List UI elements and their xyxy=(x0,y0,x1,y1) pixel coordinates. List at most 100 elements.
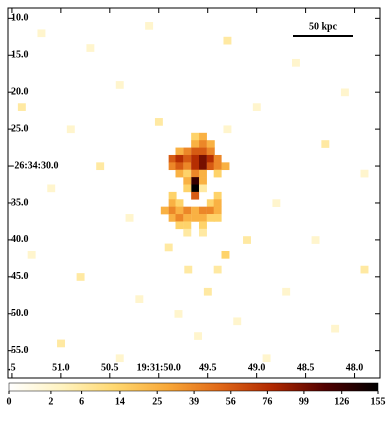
pixel xyxy=(233,317,242,326)
pixel xyxy=(175,147,184,156)
pixel xyxy=(360,169,369,178)
x-tick-label: 50.5 xyxy=(101,362,119,373)
pixel xyxy=(191,162,200,171)
pixel xyxy=(191,154,200,163)
pixel xyxy=(291,58,300,67)
pixel xyxy=(194,332,203,340)
pixel xyxy=(168,154,177,163)
scale-bar-label: 50 kpc xyxy=(309,21,338,32)
pixel xyxy=(175,199,184,207)
pixel xyxy=(191,147,200,156)
x-tick-label: 49.0 xyxy=(248,362,266,373)
pixel xyxy=(175,214,184,222)
pixel xyxy=(321,140,330,148)
pixel xyxy=(221,162,230,171)
pixel xyxy=(191,214,200,222)
pixel xyxy=(175,206,184,215)
pixel xyxy=(213,199,222,207)
pixel xyxy=(96,162,105,171)
pixel xyxy=(213,191,222,200)
pixel xyxy=(198,228,207,237)
pixel xyxy=(175,154,184,163)
colorbar-tick-label: 56 xyxy=(226,396,236,407)
colorbar-tick-label: 99 xyxy=(299,396,309,407)
x-tick-label: .5 xyxy=(8,362,16,373)
pixel xyxy=(175,162,184,171)
y-tick-label: 25.0 xyxy=(11,123,29,134)
pixel xyxy=(252,103,261,111)
pixel xyxy=(37,29,46,38)
pixel xyxy=(183,169,192,178)
colorbar-tick-label: 14 xyxy=(115,396,125,407)
pixel xyxy=(213,214,222,222)
pixel xyxy=(206,162,215,171)
pixel xyxy=(191,140,200,148)
pixel xyxy=(125,214,134,222)
pixel xyxy=(47,184,56,193)
pixel xyxy=(206,206,215,215)
pixel xyxy=(191,191,200,200)
pixel xyxy=(168,191,177,200)
pixel xyxy=(191,206,200,215)
pixel xyxy=(311,236,320,244)
pixel xyxy=(183,154,192,163)
colorbar-tick-label: 39 xyxy=(189,396,199,407)
pixel xyxy=(17,103,26,111)
pixel xyxy=(331,324,340,333)
pixel xyxy=(183,221,192,230)
pixel xyxy=(175,169,184,178)
pixel xyxy=(206,214,215,222)
pixel xyxy=(66,125,75,134)
pixel xyxy=(198,206,207,215)
pixel xyxy=(206,140,215,148)
colorbar-tick-label: 0 xyxy=(7,396,12,407)
pixel xyxy=(206,199,215,207)
pixel xyxy=(145,22,154,30)
pixel xyxy=(223,125,232,134)
y-tick-label: 35.0 xyxy=(11,197,29,208)
y-tick-label: 20.0 xyxy=(11,86,29,97)
colorbar-tick-label: 2 xyxy=(48,396,53,407)
pixel xyxy=(154,118,163,126)
pixel xyxy=(135,295,144,303)
y-tick-label: 55.0 xyxy=(11,345,29,356)
pixel xyxy=(164,243,173,252)
pixel xyxy=(183,184,192,193)
pixel xyxy=(191,177,200,185)
x-tick-label: 49.5 xyxy=(199,362,217,373)
pixel xyxy=(183,162,192,171)
pixel xyxy=(206,154,215,163)
pixel xyxy=(115,354,124,363)
pixel xyxy=(183,206,192,215)
pixel xyxy=(198,221,207,230)
pixel xyxy=(203,287,212,296)
y-tick-label: 50.0 xyxy=(11,308,29,319)
pixel xyxy=(360,265,369,274)
pixel xyxy=(198,132,207,141)
pixel xyxy=(57,339,65,348)
y-tick-label: 15.0 xyxy=(11,50,29,61)
pixel xyxy=(175,221,184,230)
x-tick-label: 51.0 xyxy=(52,362,70,373)
pixel xyxy=(340,88,349,97)
pixel xyxy=(221,250,230,259)
pixel xyxy=(191,169,200,178)
pixel xyxy=(198,147,207,156)
pixel xyxy=(198,140,207,148)
pixel xyxy=(206,147,215,156)
y-tick-label: 45.0 xyxy=(11,271,29,282)
y-tick-label: 40.0 xyxy=(11,234,29,245)
pixel xyxy=(282,287,291,296)
pixel xyxy=(168,199,177,207)
pixel xyxy=(213,162,222,171)
pixel xyxy=(191,184,200,193)
pixel xyxy=(76,273,85,281)
pixel xyxy=(184,265,193,274)
pixel xyxy=(183,228,192,237)
pixel xyxy=(213,265,222,274)
pixel xyxy=(183,177,192,185)
pixel xyxy=(198,154,207,163)
pixel xyxy=(198,184,207,193)
y-tick-label: 10.0 xyxy=(11,13,29,24)
